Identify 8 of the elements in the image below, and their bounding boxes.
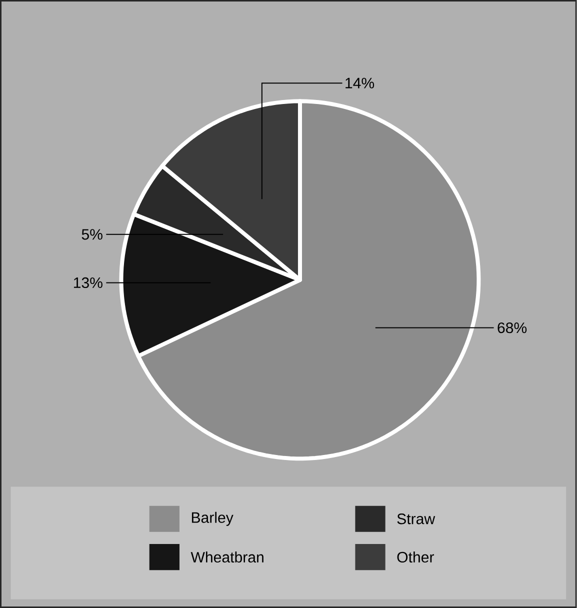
legend-label: Straw	[397, 514, 436, 524]
data-label: 68%	[498, 322, 527, 334]
data-label: 5%	[82, 229, 102, 240]
legend-label: Wheatbran	[190, 552, 264, 563]
legend-label: Barley	[192, 512, 234, 526]
data-label: 14%	[346, 78, 374, 88]
legend-label: Other	[397, 552, 434, 563]
data-label: 13%	[74, 277, 102, 288]
